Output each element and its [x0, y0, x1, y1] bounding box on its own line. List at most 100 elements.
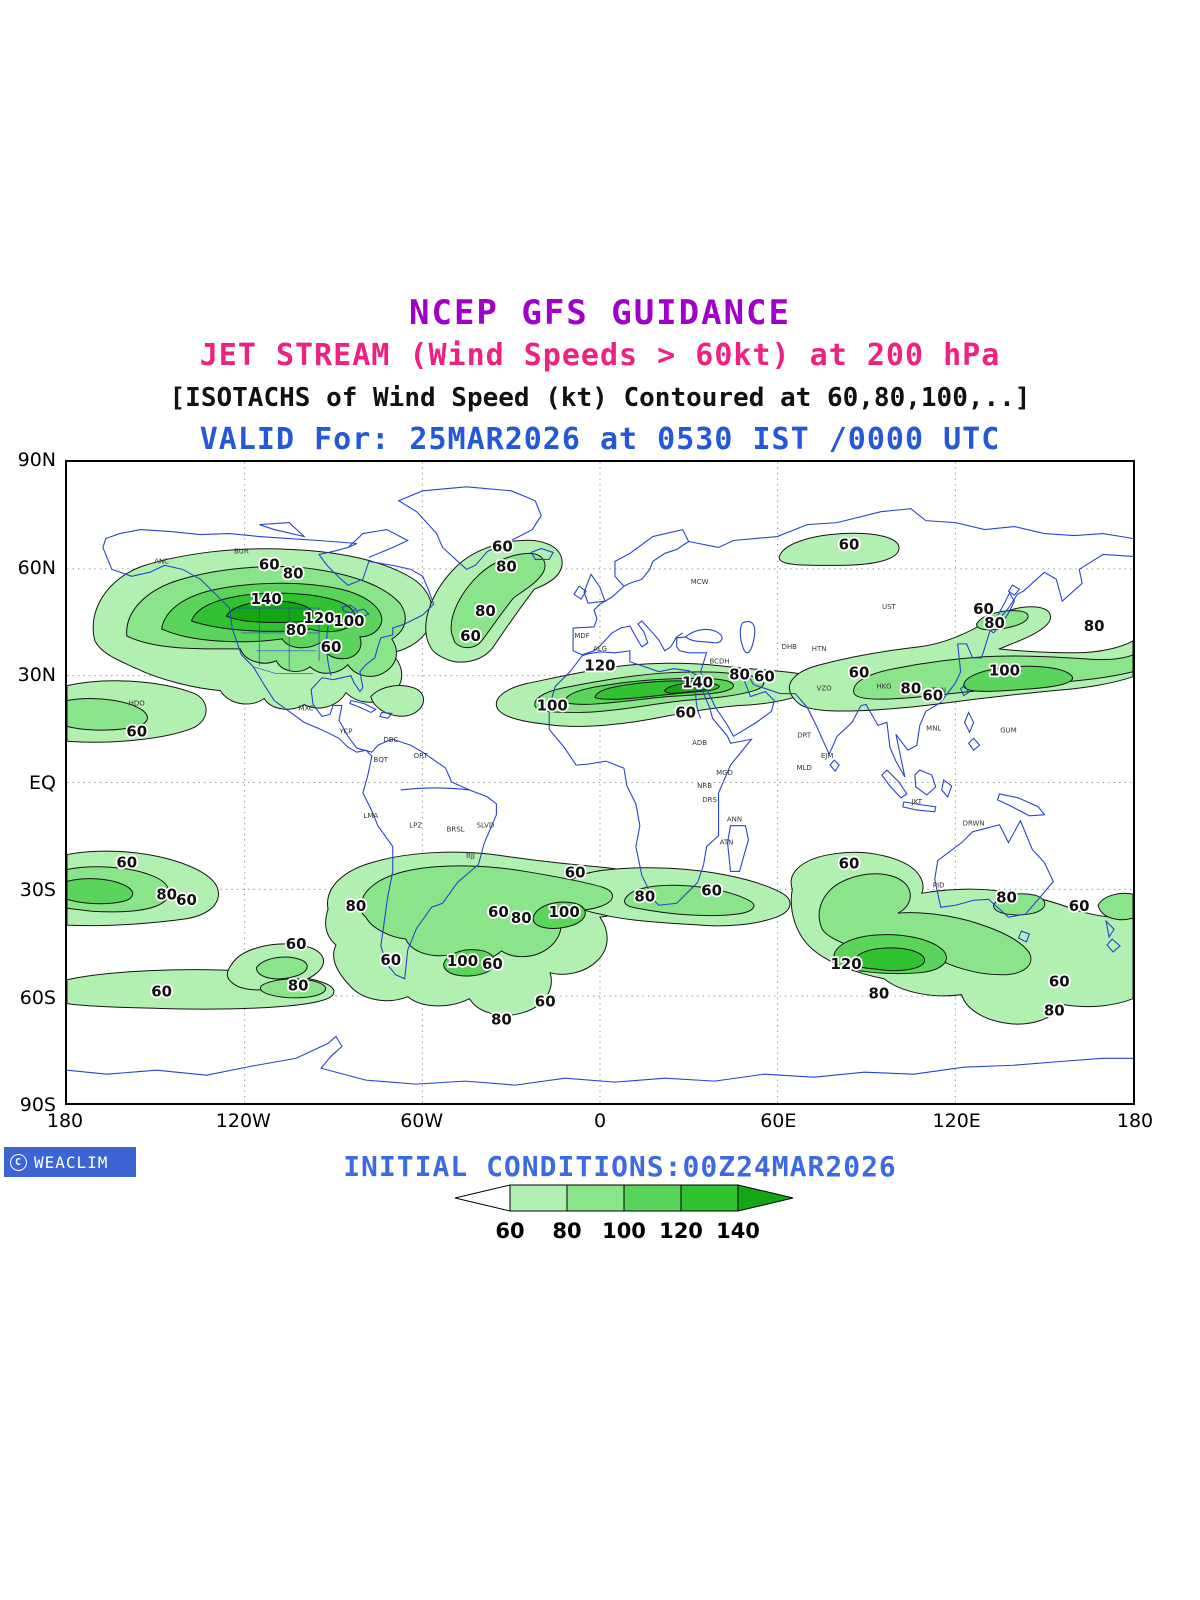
- contour-label: 80: [288, 977, 309, 995]
- contour-label: 120: [830, 955, 861, 973]
- contour-label: 80: [286, 621, 307, 639]
- legend-value: 80: [552, 1219, 581, 1243]
- station-label: DRS: [702, 796, 717, 804]
- contour-label: 60: [1049, 973, 1070, 991]
- legend-value: 100: [602, 1219, 646, 1243]
- station-label: LMA: [364, 812, 379, 820]
- contour-label: 60: [176, 891, 197, 909]
- contour-label: 80: [996, 888, 1017, 906]
- lat-label: 30S: [19, 879, 56, 901]
- station-label: BCDH: [709, 658, 729, 666]
- contour-label: 60: [701, 881, 722, 899]
- station-label: ANC: [154, 557, 169, 565]
- lat-label: 60S: [19, 986, 56, 1009]
- station-label: DBC: [383, 736, 398, 744]
- world-map: ANC BUR MCW UST MDF ALG BCDH DHB HTN VZO HKG TNN MNL…: [65, 460, 1135, 1105]
- station-labels: ANC BUR MCW UST MDF ALG BCDH DHB HTN VZO HKG TNN MNL…: [129, 547, 1017, 889]
- contour-label: 60: [116, 853, 137, 871]
- station-label: DRWN: [963, 820, 985, 828]
- coastlines: [67, 486, 1133, 1086]
- legend-cell: [509, 1184, 568, 1212]
- lat-label: 90S: [19, 1094, 56, 1116]
- color-legend: 60 80 100 120 140: [454, 1184, 794, 1243]
- contour-label: 60: [849, 664, 870, 682]
- lon-label: 0: [593, 1110, 607, 1132]
- station-label: MCW: [691, 578, 709, 586]
- station-label: BRSL: [447, 826, 465, 834]
- station-label: SLVD: [477, 822, 495, 830]
- legend-value: 140: [716, 1219, 760, 1243]
- contour-label: 60: [973, 600, 994, 618]
- lon-label: 60W: [400, 1110, 444, 1132]
- valid-time-line: VALID For: 25MAR2026 at 0530 IST /0000 U…: [199, 422, 1001, 457]
- contour-label: 100: [989, 662, 1020, 680]
- contour-label: 60: [286, 935, 307, 953]
- map-canvas: ANC BUR MCW UST MDF ALG BCDH DHB HTN VZO HKG TNN MNL…: [67, 462, 1133, 1103]
- station-label: BQT: [374, 756, 389, 764]
- legend-cell: [566, 1184, 625, 1212]
- station-label: DHB: [782, 643, 798, 651]
- contour-label: 80: [283, 564, 304, 582]
- contour-label: 80: [491, 1011, 512, 1029]
- lat-label: 30N: [17, 664, 56, 686]
- station-label: ORT: [414, 752, 429, 760]
- station-label: HKG: [876, 683, 891, 691]
- station-label: LPZ: [409, 822, 422, 830]
- lat-label: EQ: [29, 771, 56, 794]
- lon-label: 120W: [215, 1110, 271, 1132]
- isotach-contours: [67, 532, 1133, 1025]
- contour-label: 100: [537, 696, 568, 714]
- lon-label: 60E: [760, 1110, 797, 1132]
- station-label: MDF: [574, 632, 589, 640]
- weaclim-logo: C WEACLIM: [4, 1147, 136, 1177]
- contour-label: 60: [321, 638, 342, 656]
- contour-label: 60: [754, 668, 775, 686]
- legend-value: 120: [659, 1219, 703, 1243]
- legend-value: 60: [495, 1219, 524, 1243]
- station-label: ADB: [692, 739, 707, 747]
- contour-label: 60: [492, 537, 513, 555]
- contour-label: 80: [346, 897, 367, 915]
- station-label: TNN: [930, 687, 946, 695]
- contour-label: 140: [682, 674, 713, 692]
- contour-label: 60: [126, 722, 147, 740]
- station-label: UST: [882, 603, 897, 611]
- legend-cell: [454, 1184, 511, 1212]
- station-label: VZO: [817, 685, 833, 693]
- station-label: HTN: [812, 645, 827, 653]
- initial-conditions-line: INITIAL CONDITIONS:00Z24MAR2026: [343, 1150, 897, 1183]
- contour-label: 80: [869, 985, 890, 1003]
- contour-label: 80: [511, 909, 532, 927]
- contour-label: 80: [496, 557, 517, 575]
- station-label: ATN: [720, 839, 734, 847]
- isotach-note: [ISOTACHS of Wind Speed (kt) Contoured a…: [169, 383, 1031, 413]
- contour-label: 120: [303, 609, 334, 627]
- station-label: PID: [933, 881, 945, 889]
- station-label: ALG: [593, 645, 607, 653]
- contour-label: 100: [333, 612, 364, 630]
- contour-label: 60: [839, 535, 860, 553]
- legend-cell: [680, 1184, 739, 1212]
- station-label: YCP: [338, 727, 352, 735]
- contour-label: 60: [259, 555, 280, 573]
- station-label: GUM: [1000, 726, 1017, 734]
- contour-label: 60: [488, 903, 509, 921]
- lon-label: 120E: [932, 1110, 981, 1132]
- contour-label: 80: [475, 602, 496, 620]
- contour-label: 100: [549, 903, 580, 921]
- station-label: ANN: [727, 816, 742, 824]
- station-label: MLD: [797, 764, 812, 772]
- page-subtitle: JET STREAM (Wind Speeds > 60kt) at 200 h…: [199, 338, 1001, 373]
- lon-label: 180: [1116, 1110, 1154, 1132]
- logo-text: WEACLIM: [34, 1152, 109, 1172]
- contour-label: 60: [482, 955, 503, 973]
- lat-label: 90N: [17, 449, 56, 471]
- contour-label: 60: [380, 951, 401, 969]
- lon-label: 180: [46, 1110, 84, 1132]
- contour-label: 140: [251, 590, 282, 608]
- station-label: BJJ: [466, 852, 475, 860]
- contour-label: 80: [156, 885, 177, 903]
- state-borders: [232, 607, 320, 675]
